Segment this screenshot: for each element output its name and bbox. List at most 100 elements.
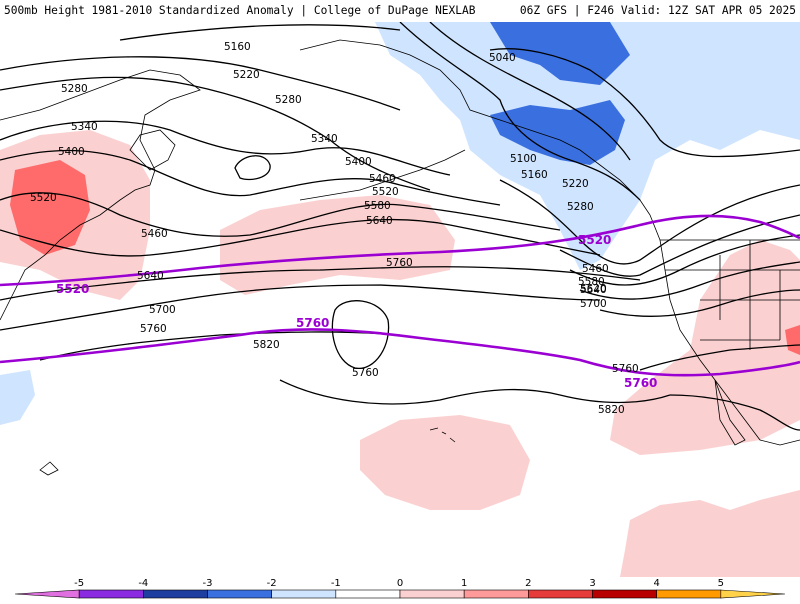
positive-anomaly-area: [610, 240, 800, 455]
color-scale-bin: [720, 589, 786, 599]
color-scale-tick-label: -3: [203, 578, 213, 589]
contour-line: [0, 120, 451, 176]
contour-line: [559, 214, 800, 277]
contour-label: 5580: [578, 276, 605, 288]
coastlines: [0, 39, 800, 476]
contour-5520-label: 5520: [56, 282, 89, 296]
contour-label: 5280: [567, 201, 594, 213]
contour-line: [0, 149, 501, 206]
contour-label: 5640: [137, 270, 164, 282]
contour-line: [39, 331, 401, 361]
contour-line: [669, 394, 800, 431]
color-scale-bin: [399, 589, 465, 599]
north-america-west-coast: [649, 214, 800, 446]
hawaii-islands: [429, 427, 456, 443]
contour-line: [0, 284, 601, 331]
contour-label: 5700: [580, 298, 607, 310]
contour-label: 5400: [58, 146, 85, 158]
contour-line: [0, 218, 601, 257]
contour-label: 5460: [369, 173, 396, 185]
contour-line: [119, 24, 401, 41]
closed-low-contour: [234, 155, 271, 181]
color-scale-tick-label: 1: [461, 578, 467, 589]
aleutian-islands: [299, 149, 466, 201]
color-scale-legend: -5 -4 -3 -2 -1 0 1 2 3 4 5: [0, 577, 800, 600]
contour-5760-label: 5760: [296, 316, 329, 330]
contour-label: 5340: [311, 133, 338, 145]
color-scale-tick-label: -1: [331, 578, 341, 589]
contour-label: 5160: [521, 169, 548, 181]
strong-positive-anomaly-area: [10, 160, 90, 255]
highlighted-contour-labels: 5520 5520 5760 5760: [56, 233, 657, 390]
contour-label: 5760: [386, 257, 413, 269]
positive-anomaly-area: [620, 490, 800, 577]
contour-label: 5220: [562, 178, 589, 190]
kamchatka-coastline: [129, 129, 176, 171]
contour-line: [639, 344, 800, 371]
color-scale-tick-label: 0: [397, 578, 403, 589]
highlighted-contours: [0, 214, 800, 377]
contour-line: [579, 261, 800, 300]
anomaly-shading: [0, 22, 800, 577]
contour-label: 5160: [224, 41, 251, 53]
closed-contour: [331, 300, 390, 369]
color-scale-bin: [271, 589, 337, 599]
contour-label: 5580: [364, 200, 391, 212]
contour-label: 5400: [345, 156, 372, 168]
negative-anomaly-area: [0, 370, 35, 425]
contour-line: [0, 192, 561, 237]
contour-label: 5760: [140, 323, 167, 335]
color-scale-bin: [528, 589, 593, 599]
color-scale-bin: [78, 589, 144, 599]
contour-line: [279, 379, 671, 405]
contour-line: [489, 48, 800, 158]
color-scale-bin: [656, 589, 722, 599]
contour-label: 5640: [580, 284, 607, 296]
contour-label: 5520: [372, 186, 399, 198]
contour-line: [569, 234, 800, 286]
contour-line: [0, 56, 401, 111]
color-scale-tick-label: 3: [589, 578, 595, 589]
contour-label: 5460: [141, 228, 168, 240]
color-scale-bin: [463, 589, 529, 599]
contour-label: 5280: [61, 83, 88, 95]
contour-line: [499, 179, 800, 265]
positive-anomaly-area: [360, 415, 530, 510]
color-scale-bin: [207, 589, 272, 599]
color-scale-bin: [14, 589, 80, 599]
color-scale-tick-label: -4: [138, 578, 148, 589]
strong-negative-anomaly-area: [490, 22, 630, 85]
map-title: 500mb Height 1981-2010 Standardized Anom…: [4, 4, 476, 17]
color-scale-bin: [335, 589, 401, 599]
contour-label: 5040: [489, 52, 516, 64]
height-anomaly-map: 5160 5220 5280 5280 5340 5340 5400 5400 …: [0, 22, 800, 577]
contour-line: [599, 289, 800, 317]
contour-line: [0, 266, 641, 301]
contour-5760-label: 5760: [624, 376, 657, 390]
color-scale-tick-label: 4: [653, 578, 659, 589]
contour-line: [399, 22, 641, 201]
contour-label: 5100: [510, 153, 537, 165]
model-run-info: 06Z GFS | F246 Valid: 12Z SAT APR 05 202…: [519, 4, 796, 17]
header: 500mb Height 1981-2010 Standardized Anom…: [0, 0, 800, 22]
contour-label: 5280: [275, 94, 302, 106]
color-scale-bin: [592, 589, 657, 599]
contour-5760-line: [0, 328, 800, 377]
contour-label: 5760: [352, 367, 379, 379]
contour-label: 5340: [71, 121, 98, 133]
color-scale-bar: -5 -4 -3 -2 -1 0 1 2 3 4 5: [14, 578, 786, 599]
strong-positive-anomaly-area: [785, 325, 800, 355]
contour-line: [429, 22, 631, 161]
contour-line: [0, 76, 431, 191]
positive-anomaly-area: [220, 195, 455, 295]
contour-label: 5220: [233, 69, 260, 81]
contour-label: 5640: [366, 215, 393, 227]
contour-label: 5820: [598, 404, 625, 416]
us-state-borders: [660, 239, 800, 350]
contour-label: 5520: [30, 192, 57, 204]
color-scale-tick-label: -2: [267, 578, 277, 589]
contour-label: 5760: [612, 363, 639, 375]
baja-peninsula: [714, 379, 746, 446]
contour-5520-label: 5520: [578, 233, 611, 247]
color-scale-bin: [143, 589, 208, 599]
